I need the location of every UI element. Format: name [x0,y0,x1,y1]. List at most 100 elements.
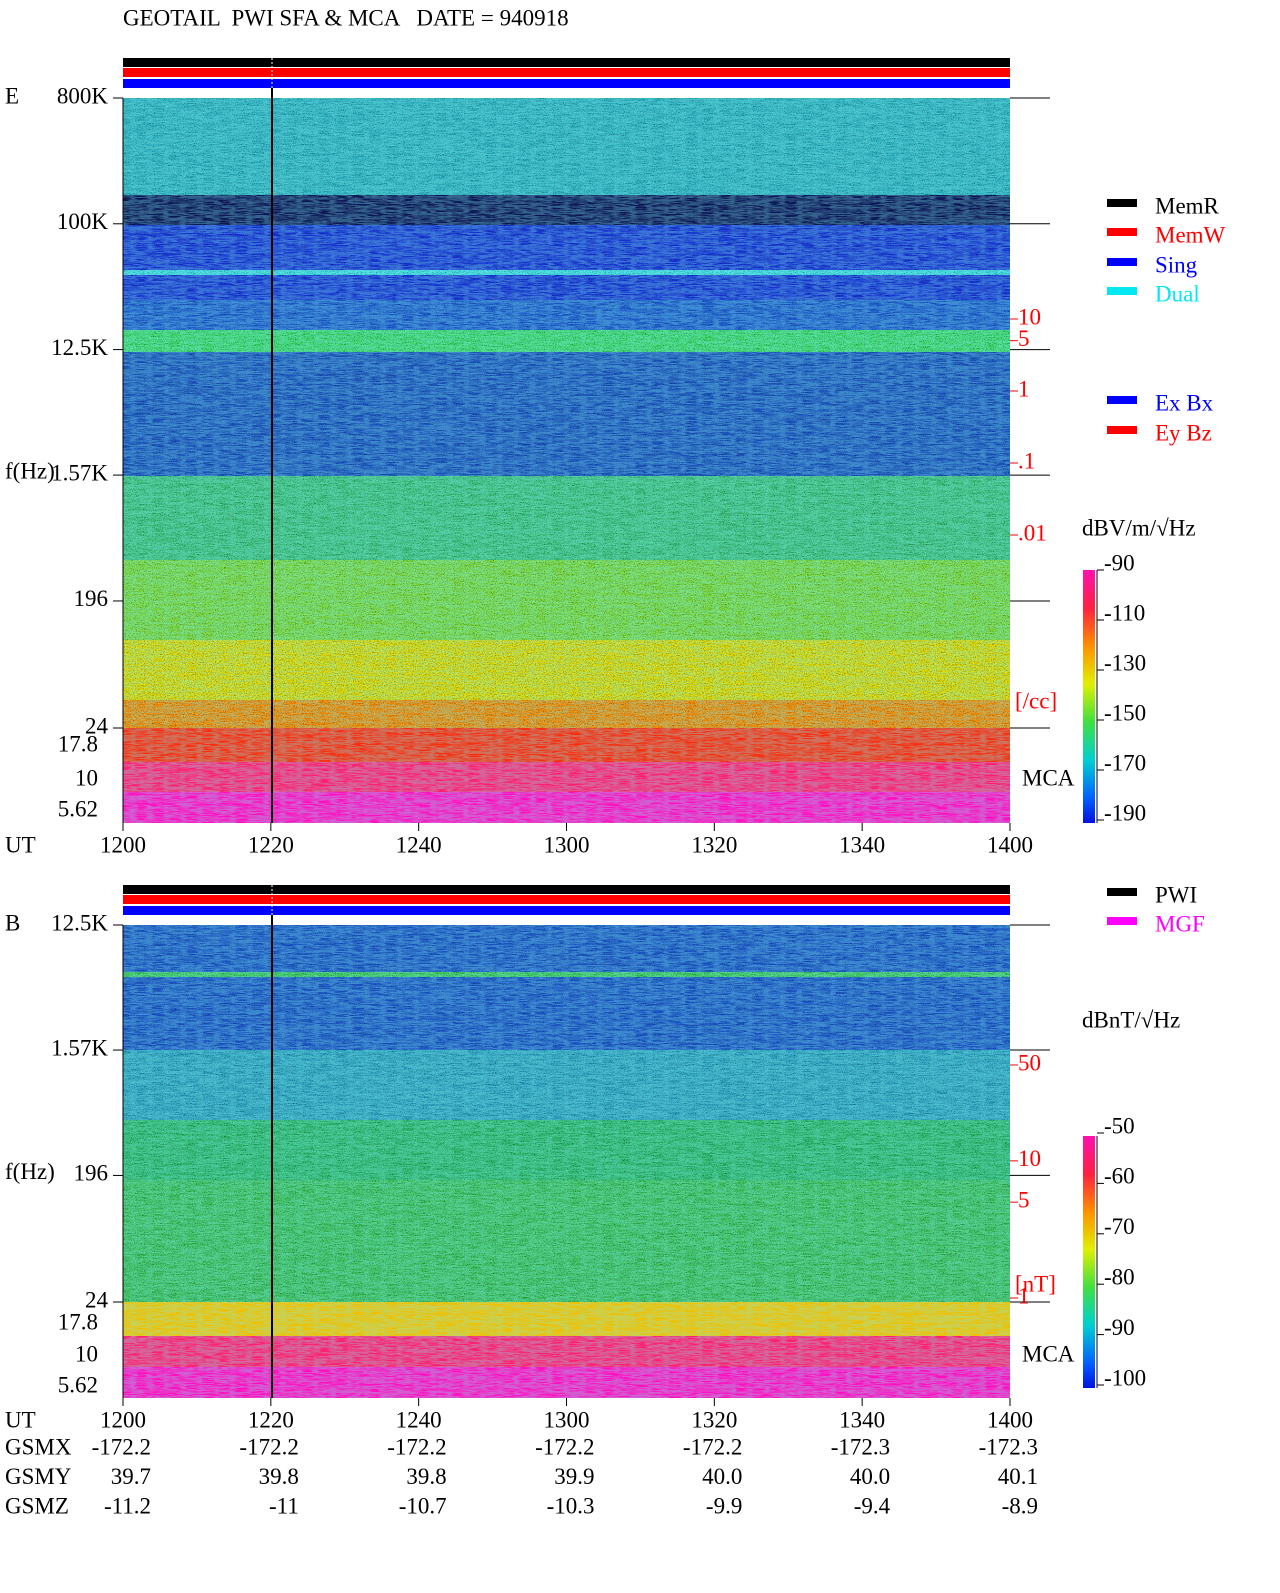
colorbar-tick-label: -110 [1104,600,1145,625]
mca-channel-label: 17.8 [58,731,98,756]
orbit-value: -10.7 [399,1493,447,1518]
y2-tick-label: 5 [1018,326,1030,351]
y-tick-label: 100K [57,209,109,234]
y-tick-label: 24 [85,1287,109,1312]
x-tick-label: 1220 [248,832,294,857]
x-tick-label: 1300 [544,832,590,857]
mca-channel-label: 5.62 [58,1372,98,1397]
status-bar [123,895,1010,904]
panel-label: B [5,910,20,935]
x-tick-label: 1340 [839,1407,885,1432]
mca-channel-label: 17.8 [58,1309,98,1334]
y2-tick-label: 5 [1018,1187,1030,1212]
orbit-row-name: GSMX [5,1434,72,1459]
mca-channel-label: 10 [75,1341,98,1366]
spectrogram-texture [123,925,1010,1398]
x-tick-label: 1320 [691,1407,737,1432]
status-bar [123,58,1010,67]
colorbar-tick-label: -70 [1104,1214,1135,1239]
status-bar [123,885,1010,894]
x-tick-label: 1400 [987,1407,1033,1432]
orbit-value: -10.3 [547,1493,595,1518]
x-tick-label: 1340 [839,832,885,857]
y-tick-label: 196 [74,1161,109,1186]
y2-tick-label: 1 [1018,1283,1030,1308]
x-axis-label: UT [5,1407,36,1432]
colorbar-tick-label: -90 [1104,550,1135,575]
y2-axis-label: [nT] [1015,1271,1056,1296]
status-bar [123,68,1010,77]
x-tick-label: 1300 [544,1407,590,1432]
panel-label: E [5,83,19,108]
y2-axis-label: [/cc] [1015,688,1057,713]
y-axis-label: f(Hz) [5,458,55,483]
y-tick-label: 24 [85,713,109,738]
orbit-value: 39.9 [554,1464,594,1489]
x-tick-label: 1400 [987,832,1033,857]
colorbar-tick-label: -170 [1104,750,1146,775]
y-tick-label: 1.57K [51,460,108,485]
y2-tick-label: .01 [1018,520,1047,545]
orbit-value: -172.2 [683,1434,742,1459]
orbit-value: -9.9 [706,1493,742,1518]
colorbar-tick-label: -150 [1104,700,1146,725]
y2-tick-label: 10 [1018,1146,1041,1171]
y-tick-label: 196 [74,586,109,611]
legend-label: PWI [1155,882,1197,907]
status-bar [123,906,1010,915]
legend-swatch [1107,287,1137,295]
orbit-value: -11 [269,1493,299,1518]
legend-label: MemR [1155,193,1220,218]
x-tick-label: 1200 [100,1407,146,1432]
mca-channel-label: 10 [75,765,98,790]
colorbar-tick-label: -90 [1104,1315,1135,1340]
colorbar-label: dBV/m/√Hz [1082,515,1196,540]
colorbar-label: dBnT/√Hz [1082,1007,1180,1032]
orbit-value: 40.1 [998,1464,1038,1489]
status-bar [123,79,1010,88]
orbit-value: 39.7 [111,1464,151,1489]
y-tick-label: 800K [57,83,109,108]
orbit-value: 40.0 [702,1464,742,1489]
x-tick-label: 1320 [691,832,737,857]
y2-tick-label: 1 [1018,376,1030,401]
colorbar-tick-label: -80 [1104,1264,1135,1289]
orbit-value: 39.8 [406,1464,446,1489]
x-axis-label: UT [5,832,36,857]
x-tick-label: 1240 [396,832,442,857]
colorbar-tick-label: -50 [1104,1113,1135,1138]
y2-tick-label: 10 [1018,304,1041,329]
y2-tick-label: 50 [1018,1050,1041,1075]
orbit-value: -172.3 [831,1434,890,1459]
legend-label: Ey Bz [1155,420,1212,445]
legend-swatch [1107,396,1137,404]
legend-swatch [1107,888,1137,896]
legend-swatch [1107,258,1137,266]
x-tick-label: 1220 [248,1407,294,1432]
orbit-value: 40.0 [850,1464,890,1489]
x-tick-label: 1200 [100,832,146,857]
legend-label: Dual [1155,281,1200,306]
orbit-value: -9.4 [854,1493,891,1518]
legend-swatch [1107,426,1137,434]
mca-label: MCA [1022,1341,1075,1366]
orbit-value: -8.9 [1002,1493,1038,1518]
mca-channel-label: 5.62 [58,796,98,821]
colorbar [1083,1136,1095,1388]
title: GEOTAIL PWI SFA & MCA DATE = 940918 [123,5,569,30]
x-tick-label: 1240 [396,1407,442,1432]
orbit-row-name: GSMY [5,1464,72,1489]
y2-tick-label: .1 [1018,448,1035,473]
legend-swatch [1107,228,1137,236]
legend-label: MGF [1155,911,1205,936]
y-tick-label: 12.5K [51,910,108,935]
orbit-value: -172.2 [92,1434,151,1459]
orbit-value: 39.8 [259,1464,299,1489]
orbit-row-name: GSMZ [5,1493,69,1518]
y-tick-label: 12.5K [51,335,108,360]
orbit-value: -172.2 [239,1434,298,1459]
colorbar-tick-label: -130 [1104,650,1146,675]
y-axis-label: f(Hz) [5,1159,55,1184]
colorbar [1083,570,1095,823]
